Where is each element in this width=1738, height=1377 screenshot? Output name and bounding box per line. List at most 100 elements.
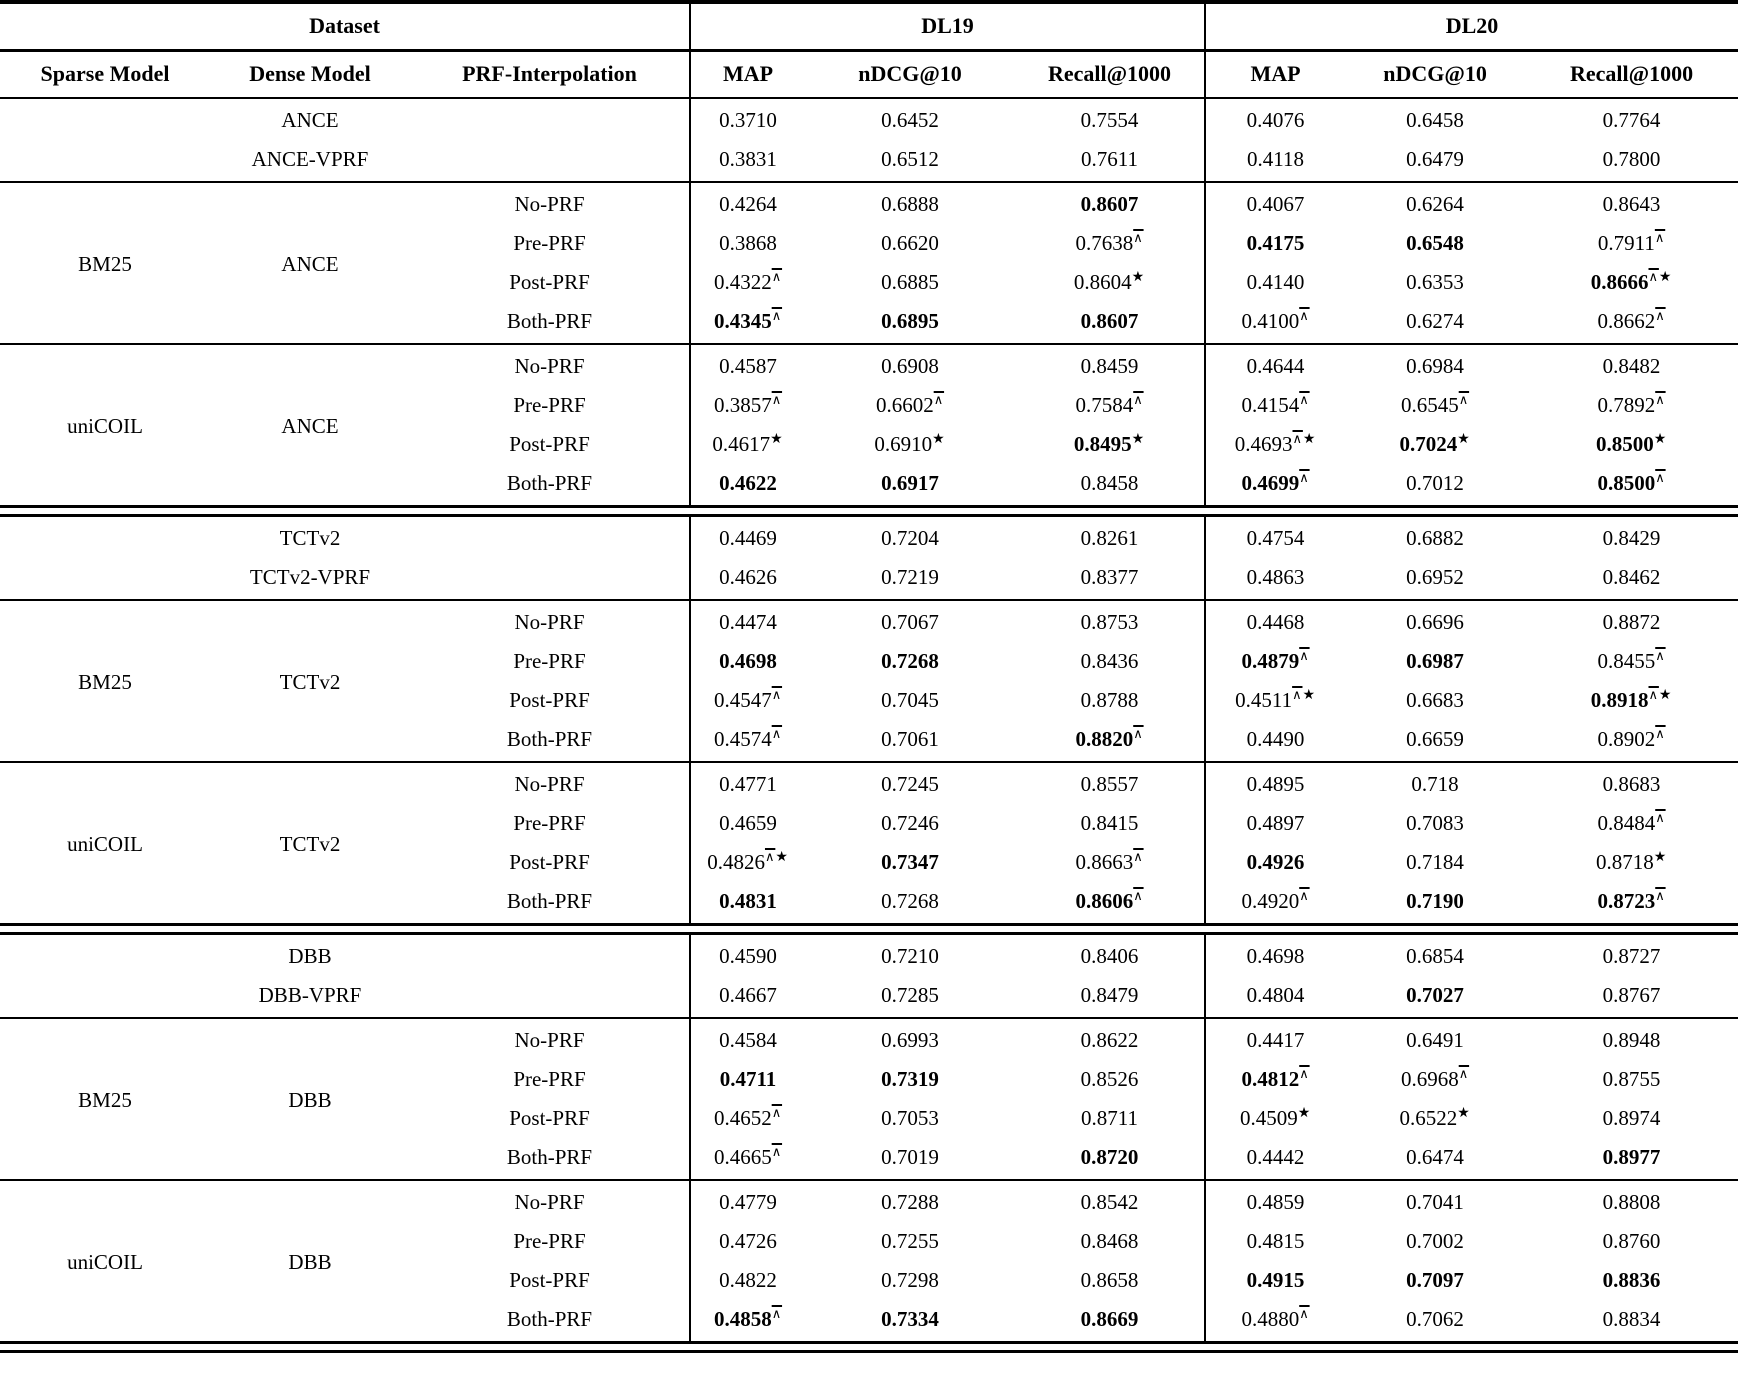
metric-cell: 0.6984 <box>1345 343 1526 386</box>
metric-cell: 0.6522★ <box>1399 1105 1471 1130</box>
sparse-model-cell <box>0 516 210 559</box>
col-header-dl20-map: MAP <box>1204 50 1346 99</box>
metric-cell: 0.8261 <box>1080 526 1139 550</box>
prf-cell: No-PRF <box>410 599 690 642</box>
metric-cell: 0.8500★ <box>1595 431 1668 456</box>
table-row: Pre-PRF 0.4659 0.7246 0.8415 0.4897 0.7083 0.8… <box>0 804 1738 843</box>
dense-model-cell: DBB <box>288 944 332 968</box>
metric-cell: 0.8658 <box>1080 1268 1139 1292</box>
metric-cell: 0.6659 <box>1406 727 1464 751</box>
baseline-section: TCTv2 0.4469 0.7204 0.8261 0.4754 0.6882 0.842… <box>0 515 1738 600</box>
sparse-model-cell: uniCOIL <box>0 1179 210 1343</box>
metric-cell: 0.6908 <box>805 343 1015 386</box>
prf-cell: Post-PRF <box>509 432 590 456</box>
metric-cell: 0.6993 <box>805 1017 1015 1060</box>
prf-cell: Post-PRF <box>509 1106 590 1130</box>
sparse-model-cell <box>0 558 210 600</box>
metric-cell: 0.8753 <box>1015 599 1206 642</box>
sparse-model-cell <box>0 98 210 140</box>
dense-model-cell: ANCE <box>210 343 410 507</box>
metric-cell: 0.7053 <box>881 1106 939 1130</box>
col-header-dl19-map: MAP <box>689 50 805 99</box>
metric-cell: 0.4831 <box>689 882 805 925</box>
table-row: Pre-PRF 0.3857∧ 0.6602∧ 0.7584∧ 0.4154∧ 0.654… <box>0 386 1738 425</box>
divider-row <box>0 1341 1738 1353</box>
metric-cell: 0.4858∧ <box>689 1300 805 1343</box>
metric-cell: 0.8482 <box>1525 343 1738 386</box>
metric-cell: 0.6683 <box>1406 688 1464 712</box>
table-row: Post-PRF 0.4826∧★ 0.7347 0.8663∧ 0.4926 0.718… <box>0 843 1738 882</box>
table-row: Post-PRF 0.4322∧ 0.6885 0.8604★ 0.4140 0.6353… <box>0 263 1738 302</box>
metric-cell: 0.8669 <box>1080 1307 1139 1331</box>
prf-cell: Pre-PRF <box>513 1229 586 1253</box>
metric-cell: 0.7911∧ <box>1597 231 1666 255</box>
prf-cell: Post-PRF <box>509 688 590 712</box>
metric-cell: 0.8974 <box>1602 1106 1661 1130</box>
metric-cell: 0.4897 <box>1204 804 1346 843</box>
sparse-model-cell: BM25 <box>0 181 210 344</box>
metric-cell: 0.6474 <box>1406 1145 1464 1169</box>
prf-cell: Both-PRF <box>506 727 593 751</box>
metric-cell: 0.4665∧ <box>689 1138 805 1180</box>
metric-cell: 0.4442 <box>1204 1138 1346 1180</box>
col-header-dense-model: Dense Model <box>210 50 410 99</box>
metric-cell: 0.7024★ <box>1399 431 1471 456</box>
metric-cell: 0.8755 <box>1602 1067 1661 1091</box>
metric-cell: 0.8808 <box>1525 1179 1738 1222</box>
metric-cell: 0.6895 <box>881 309 939 333</box>
metric-cell: 0.4815 <box>1204 1222 1346 1261</box>
col-header-dl19-ndcg10: nDCG@10 <box>805 50 1015 99</box>
metric-cell: 0.4659 <box>689 804 805 843</box>
metric-cell: 0.7204 <box>881 526 939 550</box>
table-row: BM25 DBB No-PRF 0.4584 0.6993 0.8622 0.4417 0.6… <box>0 1017 1738 1180</box>
metric-cell: 0.6885 <box>881 270 939 294</box>
metric-cell: 0.8495★ <box>1073 431 1146 456</box>
header-dl20: DL20 <box>1204 2 1738 52</box>
metric-cell: 0.4879∧ <box>1204 642 1346 681</box>
table-row: Both-PRF 0.4665∧ 0.7019 0.8720 0.4442 0.6474 0… <box>0 1138 1738 1180</box>
metric-cell: 0.8607 <box>1015 181 1206 224</box>
metric-cell: 0.8666∧★ <box>1590 269 1673 294</box>
metric-cell: 0.8683 <box>1525 761 1738 804</box>
metric-cell: 0.8429 <box>1602 526 1661 550</box>
metric-cell: 0.8902∧ <box>1597 727 1666 751</box>
metric-cell: 0.7288 <box>805 1179 1015 1222</box>
metric-cell: 0.8500∧ <box>1597 471 1666 495</box>
prf-cell: Post-PRF <box>509 270 590 294</box>
metric-cell: 0.8788 <box>1080 688 1139 712</box>
table-row: uniCOIL TCTv2 No-PRF 0.4771 0.7245 0.8557 0.48… <box>0 761 1738 925</box>
table-row: Post-PRF 0.4547∧ 0.7045 0.8788 0.4511∧★ 0.668… <box>0 681 1738 720</box>
table-row: uniCOIL ANCE No-PRF 0.4587 0.6908 0.8459 0.464… <box>0 343 1738 507</box>
metric-cell: 0.4822 <box>689 1261 805 1300</box>
divider-rule <box>0 505 1738 517</box>
model-group-section: uniCOIL TCTv2 No-PRF 0.4771 0.7245 0.8557 0.48… <box>0 761 1738 925</box>
prf-cell <box>410 558 690 600</box>
metric-cell: 0.4915 <box>1204 1261 1346 1300</box>
table-row: DBB 0.4590 0.7210 0.8406 0.4698 0.6854 0.8727 <box>0 933 1738 976</box>
metric-cell: 0.6888 <box>805 181 1015 224</box>
metric-cell: 0.4490 <box>1204 720 1346 762</box>
divider-row <box>0 505 1738 517</box>
metric-cell: 0.6620 <box>881 231 939 255</box>
metric-cell: 0.4926 <box>1204 843 1346 882</box>
header-dataset: Dataset <box>0 2 690 52</box>
metric-cell: 0.7083 <box>1406 811 1464 835</box>
metric-cell: 0.7554 <box>1080 108 1139 132</box>
metric-cell: 0.4880∧ <box>1204 1300 1346 1343</box>
table-row: TCTv2-VPRF 0.4626 0.7219 0.8377 0.4863 0.6952… <box>0 558 1738 600</box>
table-row: ANCE 0.3710 0.6452 0.7554 0.4076 0.6458 0.7764 <box>0 98 1738 140</box>
metric-cell: 0.7800 <box>1602 147 1661 171</box>
metric-cell: 0.4264 <box>689 181 805 224</box>
metric-cell: 0.7246 <box>881 811 939 835</box>
metric-cell: 0.8727 <box>1602 944 1661 968</box>
metric-cell: 0.7045 <box>881 688 939 712</box>
model-group-section: uniCOIL DBB No-PRF 0.4779 0.7288 0.8542 0.4859… <box>0 1179 1738 1343</box>
metric-cell: 0.4667 <box>689 976 805 1018</box>
table-row: Both-PRF 0.4858∧ 0.7334 0.8669 0.4880∧ 0.7062… <box>0 1300 1738 1343</box>
divider-rule <box>0 923 1738 935</box>
sparse-model-cell: BM25 <box>0 599 210 762</box>
metric-cell: 0.4644 <box>1204 343 1346 386</box>
model-group-section: uniCOIL ANCE No-PRF 0.4587 0.6908 0.8459 0.464… <box>0 343 1738 507</box>
metric-cell: 0.8723∧ <box>1597 889 1666 913</box>
metric-cell: 0.4626 <box>689 558 805 600</box>
